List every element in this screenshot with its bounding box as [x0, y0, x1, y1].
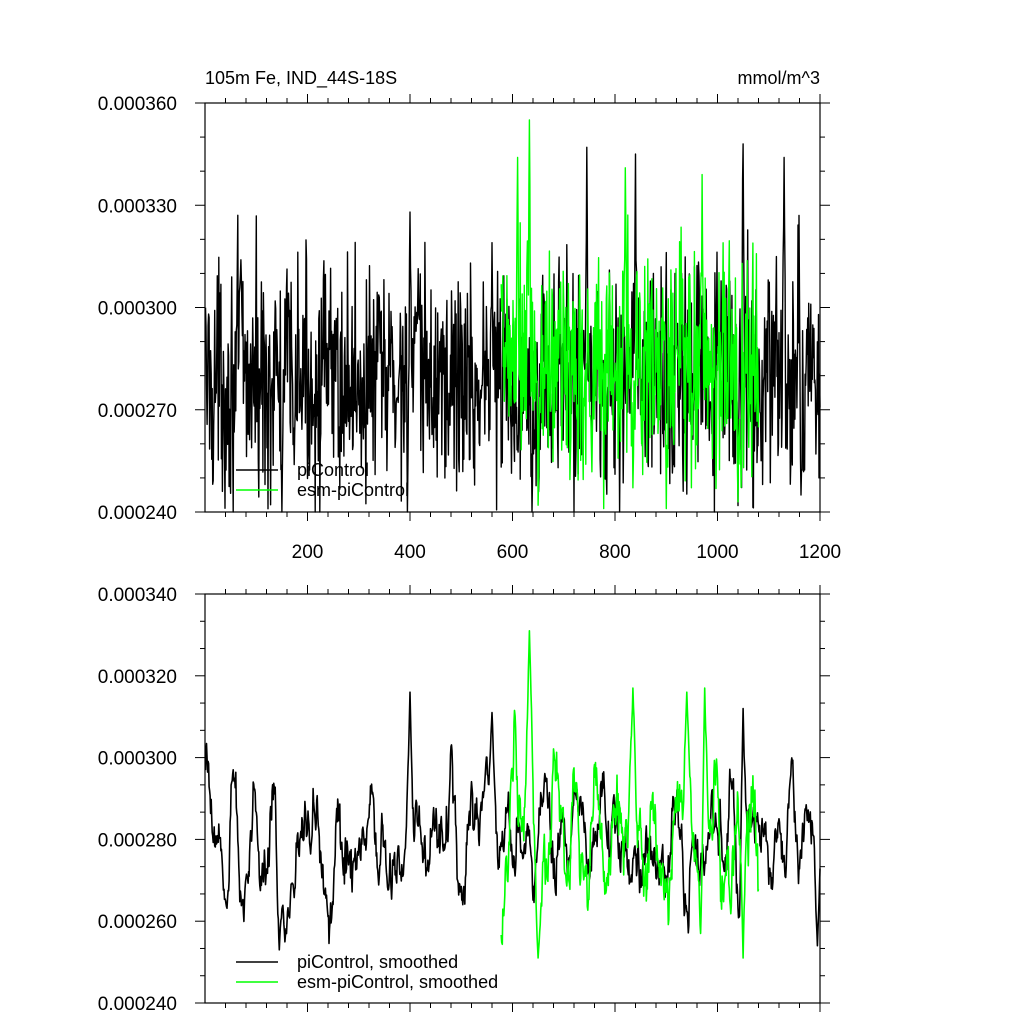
- series-line-esm-picontrol-smoothed: [500, 630, 760, 959]
- x-tick-label: 800: [599, 542, 631, 563]
- y-tick-label: 0.000330: [98, 196, 177, 217]
- legend-label: piControl: [297, 460, 369, 480]
- chart-title: 105m Fe, IND_44S-18S: [205, 68, 397, 89]
- x-tick-label: 1200: [799, 542, 841, 563]
- y-tick-label: 0.000320: [98, 667, 177, 688]
- y-tick-label: 0.000270: [98, 401, 177, 422]
- x-tick-label: 600: [497, 542, 529, 563]
- y-tick-label: 0.000360: [98, 94, 177, 115]
- y-tick-label: 0.000300: [98, 299, 177, 320]
- y-tick-label: 0.000260: [98, 912, 177, 933]
- bottom-panel: 0.000240 0.000260 0.000280 0.000300 0.000320…: [98, 585, 830, 1015]
- series-line-esm-picontrol: [500, 119, 760, 510]
- x-tick-label: 1000: [696, 542, 738, 563]
- plot-frame: [204, 593, 821, 1004]
- y-tick-label: 0.000240: [98, 994, 177, 1015]
- y-tick-label: 0.000300: [98, 749, 177, 770]
- units-label: mmol/m^3: [738, 68, 820, 88]
- legend-label: esm-piControl: [297, 480, 409, 500]
- y-tick-label: 0.000240: [98, 503, 177, 524]
- y-tick-label: 0.000280: [98, 830, 177, 851]
- series-line-picontrol-smoothed: [204, 691, 821, 951]
- y-tick-label: 0.000340: [98, 585, 177, 606]
- legend-label: esm-piControl, smoothed: [297, 972, 498, 992]
- x-tick-label: 200: [292, 542, 324, 563]
- x-tick-label: 400: [394, 542, 426, 563]
- legend-label: piControl, smoothed: [297, 952, 458, 972]
- top-panel: 200 400 600 800 1000 1200 0.000240 0.000270 0.00…: [98, 68, 841, 563]
